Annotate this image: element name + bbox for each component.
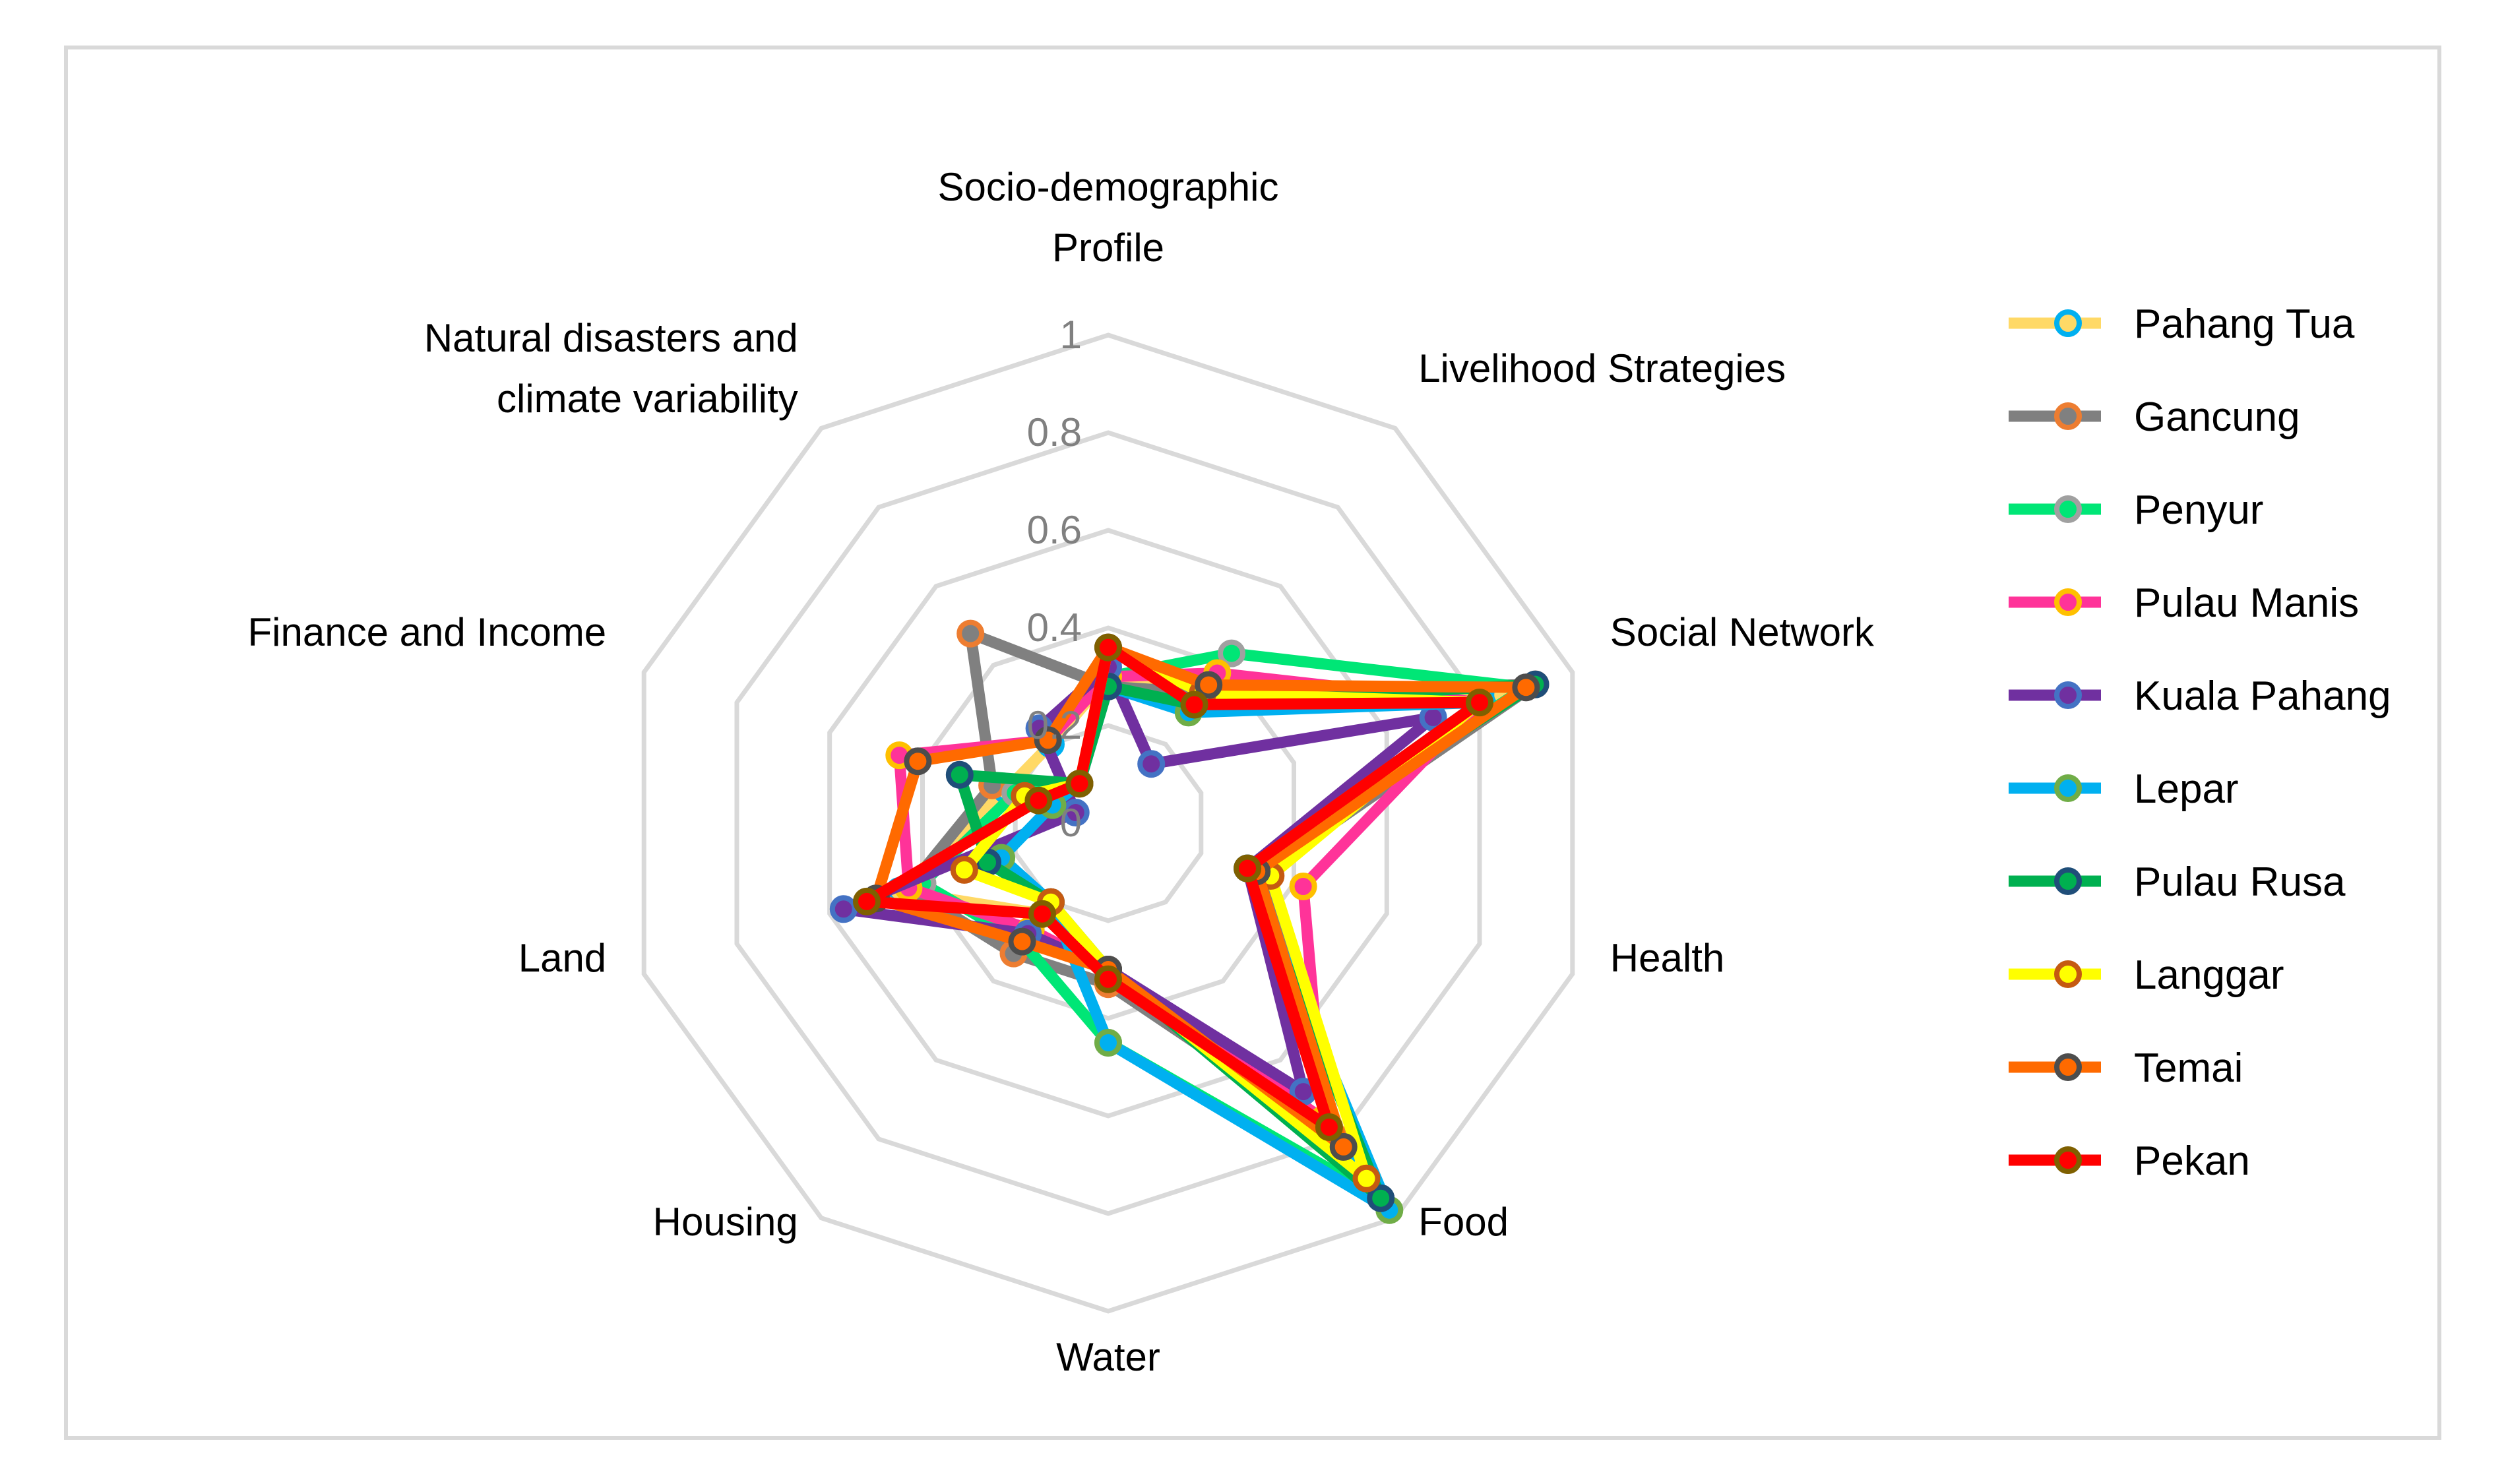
axis-label-1: Livelihood Strategies — [1418, 346, 1786, 390]
legend-label: Pulau Manis — [2134, 580, 2359, 626]
data-point-9-0 — [1094, 633, 1122, 662]
tick-label-4: 0.8 — [1027, 410, 1082, 454]
data-point-9-7 — [853, 887, 881, 915]
data-point-4-1 — [1137, 750, 1166, 778]
axis-label-0: Socio-demographic Profile — [938, 165, 1279, 270]
data-point-9-6 — [1028, 900, 1056, 928]
data-point-8-9 — [1034, 726, 1062, 755]
data-point-2-1 — [1218, 639, 1245, 667]
data-point-3-3 — [1289, 873, 1317, 900]
data-point-8-8 — [904, 747, 932, 776]
legend-swatch-marker — [2054, 588, 2082, 616]
legend-swatch-marker — [2054, 1146, 2082, 1174]
axis-label-6: Housing — [653, 1200, 798, 1244]
legend-swatch-marker — [2054, 867, 2082, 895]
data-point-8-1 — [1195, 671, 1223, 699]
axis-labels: Socio-demographic Profile Livelihood Strat… — [248, 165, 1875, 1379]
legend-item-1: Gancung — [2009, 394, 2300, 440]
data-point-8-2 — [1512, 673, 1540, 702]
data-point-4-7 — [829, 895, 858, 923]
series-9 — [853, 633, 1493, 1141]
grid-ring-2 — [920, 625, 1296, 1021]
radial-tick-labels: 0 0.2 0.4 0.6 0.8 1 — [1027, 313, 1082, 845]
data-point-8-6 — [1008, 927, 1036, 956]
legend-swatch-marker — [2054, 774, 2082, 802]
legend-swatch-marker — [2054, 681, 2082, 709]
tick-label-5: 1 — [1060, 313, 1082, 357]
grid-ring-5 — [641, 332, 1575, 1314]
legend-item-5: Lepar — [2009, 766, 2239, 812]
axis-label-5: Water — [1056, 1335, 1160, 1379]
legend-label: Kuala Pahang — [2134, 673, 2391, 719]
axis-label-7: Land — [518, 936, 606, 980]
data-point-8-4 — [1329, 1132, 1358, 1161]
axis-label-9: Natural disasters and climate variability — [424, 316, 798, 421]
data-point-7-7 — [950, 855, 978, 884]
legend-item-9: Pekan — [2009, 1138, 2250, 1184]
legend-swatch-marker — [2054, 960, 2082, 988]
data-point-9-9 — [1065, 770, 1094, 798]
legend-item-8: Temai — [2009, 1045, 2243, 1091]
legend-label: Langgar — [2134, 952, 2284, 998]
legend-swatch-marker — [2054, 1053, 2082, 1081]
legend-item-7: Langgar — [2009, 952, 2284, 998]
legend-swatch-marker — [2054, 402, 2082, 430]
data-point-9-2 — [1466, 689, 1493, 717]
data-point-9-5 — [1094, 965, 1122, 993]
axis-label-4: Food — [1418, 1200, 1509, 1244]
radar-series — [829, 619, 1550, 1224]
legend-swatch-marker — [2054, 309, 2082, 337]
legend-label: Gancung — [2134, 394, 2300, 440]
legend-swatch-marker — [2054, 495, 2082, 523]
data-point-9-1 — [1180, 691, 1208, 719]
legend-label: Temai — [2134, 1045, 2243, 1091]
tick-label-3: 0.6 — [1027, 508, 1082, 552]
data-point-9-4 — [1315, 1113, 1343, 1141]
legend-item-4: Kuala Pahang — [2009, 673, 2391, 719]
legend-label: Pulau Rusa — [2134, 859, 2346, 905]
legend-label: Pekan — [2134, 1138, 2250, 1184]
data-point-9-3 — [1234, 854, 1262, 882]
legend-item-3: Pulau Manis — [2009, 580, 2359, 626]
data-point-5-5 — [1094, 1029, 1122, 1057]
tick-label-2: 0.4 — [1027, 605, 1082, 650]
legend-label: Lepar — [2134, 766, 2239, 812]
legend-item-6: Pulau Rusa — [2009, 859, 2346, 905]
tick-label-1: 0.2 — [1027, 703, 1082, 747]
data-point-1-9 — [956, 619, 985, 648]
axis-label-2: Social Network — [1610, 610, 1875, 654]
grid-ring-4 — [734, 430, 1482, 1216]
legend-item-2: Penyur — [2009, 487, 2263, 533]
axis-label-8: Finance and Income — [248, 610, 607, 654]
data-point-9-8 — [1024, 786, 1053, 815]
data-point-6-4 — [1367, 1184, 1395, 1212]
data-point-6-8 — [945, 760, 974, 789]
data-point-4-8 — [1061, 799, 1090, 826]
legend-label: Penyur — [2134, 487, 2263, 533]
axis-label-3: Health — [1610, 936, 1724, 980]
tick-label-0: 0 — [1060, 801, 1082, 845]
data-point-7-4 — [1352, 1164, 1381, 1192]
legend: Pahang Tua Gancung Penyur Pulau Manis Kuala … — [2009, 301, 2391, 1184]
legend-label: Pahang Tua — [2134, 301, 2355, 347]
legend-item-0: Pahang Tua — [2009, 301, 2355, 347]
